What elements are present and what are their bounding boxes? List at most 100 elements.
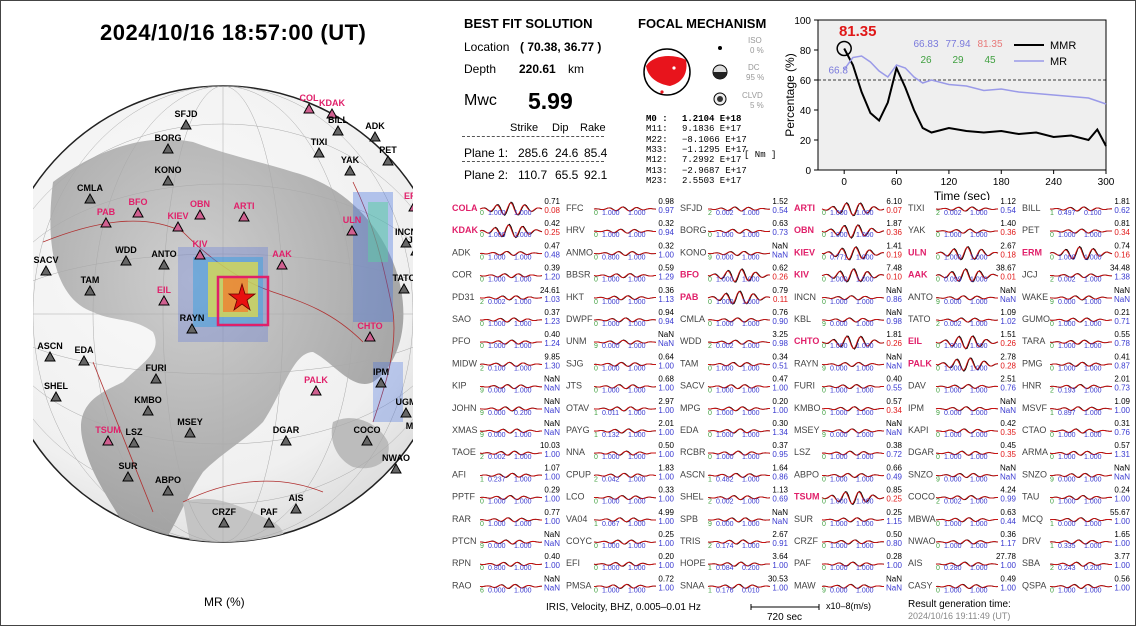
synthetic-trace [479,428,543,434]
grade-value: 0 [822,410,826,417]
correlation-value: 0.72 [886,450,902,459]
waveform-row-tato: TATO 1.091.02 2 0.002 1.000 [908,308,1017,328]
weight-b: 1.000 [628,254,646,261]
weight-b: 1.000 [628,232,646,239]
station-coco: COCO [354,425,381,446]
amplitude-value: NaN [886,352,902,361]
correlation-value: 0.19 [886,250,902,259]
synthetic-trace [935,539,999,545]
synthetic-trace [821,268,885,282]
amplitude-value: 10.03 [540,441,561,450]
correlation-value: 0.54 [772,206,788,215]
weight-a: 0.174 [716,543,734,550]
amplitude-value: NaN [1114,286,1130,295]
synthetic-trace [479,384,542,389]
weight-b: 1.000 [970,587,988,594]
waveform-row-crzf: CRZF 0.500.80 0 1.000 1.000 [794,530,903,550]
correlation-value: 1.00 [658,495,674,504]
grade-value: 0 [708,232,712,239]
weight-a: 1.000 [944,543,962,550]
station-chto: CHTO [357,321,383,342]
weight-b: 1.000 [742,277,760,284]
correlation-value: 0.90 [772,317,788,326]
amplitude-value: 0.32 [658,219,674,228]
synthetic-trace [593,384,657,389]
synthetic-trace [593,472,657,478]
beachball [643,46,728,106]
station-name: HKT [566,292,585,302]
weight-b: 1.000 [742,388,760,395]
correlation-value: 1.00 [658,561,674,570]
synthetic-trace [935,357,999,371]
synthetic-trace [935,450,999,456]
synthetic-trace [935,228,998,234]
station-triangle-icon [120,254,132,266]
amplitude-value: 0.64 [658,352,674,361]
weight-a: 1.000 [602,565,620,572]
synthetic-trace [479,406,543,412]
grade-value: 0 [1050,343,1054,350]
amplitude-value: 0.42 [1000,419,1016,428]
waveform-row-dwpf: DWPF 0.940.94 0 1.000 1.000 [566,308,675,328]
synthetic-trace [593,251,657,256]
station-name: OTAV [566,403,589,413]
station-triangle-icon [375,376,387,388]
y-tick-label: 20 [800,136,812,147]
correlation-value: 0.16 [1114,250,1130,259]
synthetic-trace [821,202,885,216]
station-name: EIL [908,336,923,346]
amplitude-value: 6.10 [886,197,902,206]
correlation-value: 0.48 [544,250,560,259]
synthetic-trace [594,583,657,589]
waveform-row-taoe: TAOE 10.031.00 2 0.002 1.000 [452,441,561,461]
amplitude-value: 0.29 [544,486,560,495]
tensor-value: 9.1836 E+17 [682,124,742,135]
waveform-row-tsum: TSUM 0.850.25 0 1.000 1.000 [794,486,903,506]
station-name: HNR [1022,381,1042,391]
amplitude-value: 2.67 [772,530,788,539]
correlation-value: 0.26 [772,273,788,282]
weight-a: 1.000 [716,299,734,306]
station-label: KONO [155,165,182,175]
correlation-value: NaN [544,539,560,548]
station-label: OBN [190,199,210,209]
station-label: SFJD [174,109,198,119]
weight-b: 1.000 [628,321,646,328]
grade-value: 2 [480,365,484,372]
synthetic-trace [593,495,656,500]
weight-a: 0.042 [602,476,620,483]
amplitude-value: 0.40 [886,375,902,384]
synthetic-trace [479,450,542,456]
station-label: ABPO [155,475,181,485]
station-label: SUR [118,461,138,471]
amplitude-value: 0.74 [1114,241,1130,250]
grade-value: 2 [594,476,598,483]
station-label: BORG [155,133,182,143]
correlation-value: 0.71 [1114,317,1130,326]
weight-b: 1.000 [970,476,988,483]
correlation-value: 1.31 [1114,450,1130,459]
station-name: FURI [794,381,815,391]
dc-label: DC [748,63,760,72]
synthetic-trace [935,317,999,323]
weight-b: 1.000 [514,565,532,572]
amplitude-value: 0.40 [544,330,560,339]
weight-b: 1.000 [856,521,874,528]
waveform-row-chto: CHTO 1.810.26 0 1.000 1.000 [794,330,903,350]
station-name: SNZO [1022,469,1047,479]
station-tato: TATO [393,273,413,294]
station-label: NWAO [382,453,410,463]
weight-b: 1.000 [1084,254,1102,261]
grade-value: 1 [1050,210,1054,217]
weight-a: 0.100 [488,365,506,372]
plane-separator-2 [462,161,604,162]
station-triangle-icon [218,516,230,528]
stat-count: 26 [920,55,932,66]
grade-value: 2 [480,454,484,461]
amplitude-value: 0.34 [772,352,788,361]
weight-b: 1.000 [856,232,874,239]
amplitude-value: 3.64 [772,552,788,561]
waveform-row-hrv: HRV 0.320.94 0 1.000 1.000 [566,219,675,239]
